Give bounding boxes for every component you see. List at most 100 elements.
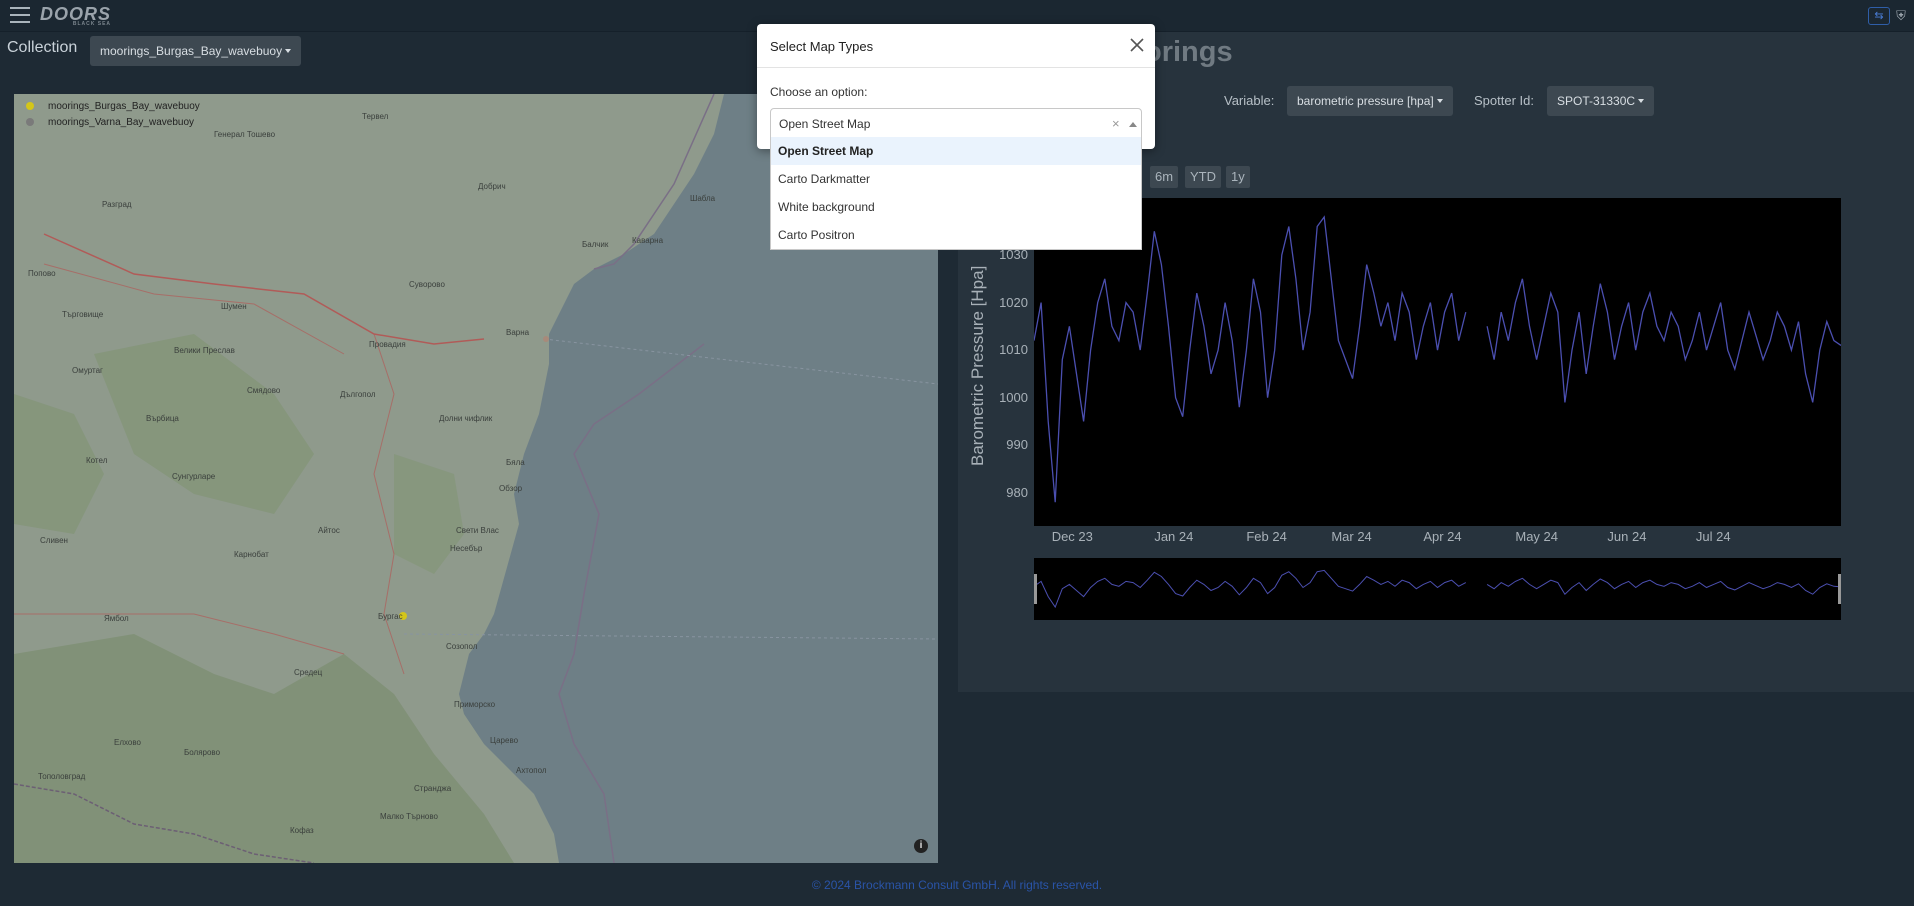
map-type-dialog: Select Map Types Choose an option: Open … (757, 24, 1155, 149)
close-icon[interactable] (1127, 35, 1147, 55)
map-city-label: Суворово (409, 280, 445, 289)
y-tick-label: 1000 (999, 389, 1028, 405)
series-line-segment (1486, 278, 1841, 403)
map-city-label: Провадия (369, 340, 406, 349)
map-city-label: Шумен (221, 302, 247, 311)
map-city-label: Карнобат (234, 550, 269, 559)
option-open-street-map[interactable]: Open Street Map (771, 137, 1141, 165)
y-tick-label: 1020 (999, 294, 1028, 310)
map-city-label: Бяла (506, 458, 525, 467)
y-axis-label: Barometric Pressure [Hpa] (968, 265, 987, 466)
map-city-label: Бургас (378, 612, 403, 621)
map-city-label: Търговище (62, 310, 104, 319)
range-series-line-segment (1034, 569, 1467, 609)
map-city-label: Созопол (446, 642, 478, 651)
x-tick-label: Jul 24 (1695, 529, 1731, 544)
menu-icon[interactable] (10, 7, 30, 23)
main-plot[interactable] (1034, 198, 1841, 526)
collection-dropdown[interactable]: moorings_Burgas_Bay_wavebuoy (90, 36, 302, 66)
map-city-label: Долни чифлик (439, 414, 493, 423)
map-city-label: Несебър (450, 544, 483, 553)
page-title: orings (1144, 36, 1233, 68)
footer-copyright: © 2024 Brockmann Consult GmbH. All right… (811, 878, 1103, 892)
legend-dot (26, 102, 34, 110)
map-city-label: Тополовград (38, 772, 86, 781)
logo-subtext: BLACK SEA (72, 21, 112, 27)
map-city-label: Сливен (40, 536, 68, 545)
series-line-segment (1034, 215, 1467, 503)
range-button-1y[interactable]: 1y (1226, 166, 1250, 188)
x-tick-label: Mar 24 (1331, 529, 1372, 544)
y-tick-label: 1030 (999, 247, 1028, 263)
option-carto-darkmatter[interactable]: Carto Darkmatter (778, 172, 871, 186)
map-city-label: Омуртаг (72, 366, 103, 375)
spotter-dropdown[interactable]: SPOT-31330C (1547, 86, 1655, 116)
x-tick-label: Apr 24 (1423, 529, 1462, 544)
range-slider-plot[interactable] (1034, 558, 1841, 620)
shield-icon[interactable]: ⛨ (1896, 8, 1906, 23)
map-city-label: Каварна (632, 236, 664, 245)
map-city-label: Обзор (499, 484, 523, 493)
map-city-label: Приморско (454, 700, 496, 709)
select-value: Open Street Map (779, 117, 871, 131)
legend-item[interactable]: moorings_Burgas_Bay_wavebuoy (26, 98, 200, 114)
map-city-label: Айтос (318, 526, 340, 535)
legend-label: moorings_Varna_Bay_wavebuoy (48, 116, 195, 128)
map-city-label: Малко Търново (380, 812, 438, 821)
map-city-label: Върбица (146, 414, 179, 423)
dialog-title: Select Map Types (770, 39, 874, 54)
dialog-header: Select Map Types (757, 24, 1155, 68)
range-handle-right[interactable] (1838, 574, 1841, 604)
x-tick-label: Jun 24 (1607, 529, 1647, 544)
map-city-label: Тервел (362, 112, 389, 121)
variable-dropdown[interactable]: barometric pressure [hpa] (1287, 86, 1453, 116)
x-tick-label: Jan 24 (1154, 529, 1194, 544)
map-city-label: Елхово (114, 738, 141, 747)
map-city-label: Царево (490, 736, 519, 745)
x-tick-label: May 24 (1515, 529, 1558, 544)
clear-icon[interactable]: × (1112, 116, 1120, 131)
map-type-select[interactable]: Open Street Map × (770, 108, 1142, 138)
option-white-background[interactable]: White background (778, 200, 875, 214)
map-city-label: Кофаз (290, 826, 314, 835)
map-type-options: Open Street Map Carto Darkmatter White b… (770, 137, 1142, 250)
legend-label: moorings_Burgas_Bay_wavebuoy (48, 100, 200, 112)
map-city-label: Генерал Тошево (214, 130, 276, 139)
x-tick-label: Feb 24 (1246, 529, 1287, 544)
chevron-up-icon[interactable] (1129, 122, 1137, 127)
map-city-label: Сунгурларе (172, 472, 216, 481)
legend-dot (26, 118, 34, 126)
map-legend: moorings_Burgas_Bay_wavebuoy moorings_Va… (26, 98, 200, 130)
legend-item[interactable]: moorings_Varna_Bay_wavebuoy (26, 114, 200, 130)
map-marker-burgas[interactable] (399, 612, 407, 620)
y-tick-label: 1010 (999, 342, 1028, 358)
option-carto-positron[interactable]: Carto Positron (778, 228, 855, 242)
map-city-label: Средец (294, 668, 323, 677)
range-handle-left[interactable] (1034, 574, 1037, 604)
map-city-label: Разград (102, 200, 132, 209)
map-city-label: Ахтопол (516, 766, 547, 775)
map-city-label: Варна (506, 328, 530, 337)
map-city-label: Странджа (414, 784, 452, 793)
info-icon[interactable]: i (914, 839, 928, 853)
logo-text: DOORS (40, 4, 112, 24)
map-city-label: Шабла (690, 194, 716, 203)
map-marker-varna[interactable] (543, 336, 549, 342)
map-city-label: Болярово (184, 748, 221, 757)
map-city-label: Добрич (478, 182, 506, 191)
variable-label: Variable: (1224, 93, 1275, 108)
map-city-label: Свети Влас (456, 526, 499, 535)
choose-option-label: Choose an option: (770, 85, 868, 99)
range-series-line-segment (1486, 577, 1841, 595)
map-city-label: Смядово (247, 386, 281, 395)
map-city-label: Ямбол (104, 614, 129, 623)
range-button-6m[interactable]: 6m (1150, 166, 1179, 188)
app-logo[interactable]: DOORS BLACK SEA (40, 4, 111, 27)
map-city-label: Балчик (582, 240, 609, 249)
map-city-label: Дългопол (340, 390, 376, 399)
x-tick-label: Dec 23 (1051, 529, 1093, 544)
map-city-label: Попово (28, 269, 56, 278)
y-tick-label: 980 (1006, 484, 1028, 500)
translate-icon[interactable]: ⇆ (1868, 7, 1890, 25)
range-button-ytd[interactable]: YTD (1185, 166, 1221, 188)
